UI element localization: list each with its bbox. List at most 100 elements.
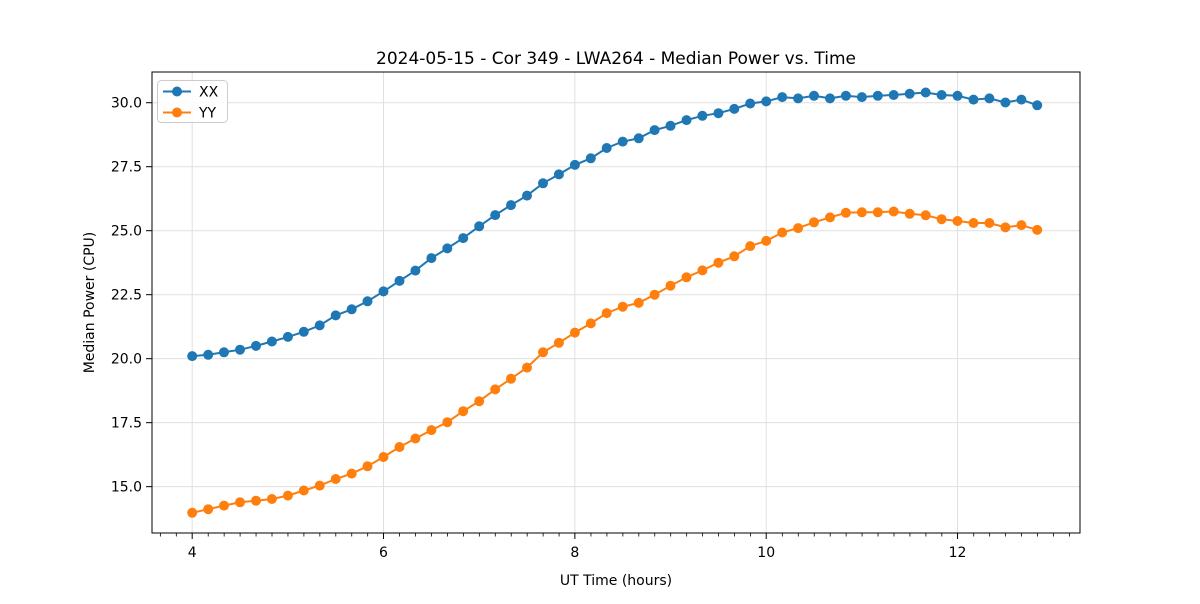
series-xx-point [490,210,501,221]
series-yy-line [191,210,1038,514]
series-yy-point [952,216,963,226]
series-yy-point [601,308,612,319]
series-yy-point [442,417,453,428]
y-tick-label: 20.0 [111,352,142,368]
tick-labels: 4 6 8 10 12 15.0 17.5 20.0 22.5 25.0 27.5 30.0 [111,96,967,561]
series-xx-point [856,92,867,103]
series-yy-point [856,207,867,218]
series-yy-point [825,212,835,223]
series-yy-point [553,337,564,348]
series-yy-point [920,210,931,221]
series-xx-point [538,178,548,189]
series-yy-point [569,327,580,338]
series-yy-point [761,235,772,246]
series-yy-point [729,251,740,262]
series-yy-point [522,362,532,373]
series-xx-point [522,190,532,201]
series-yy-point [458,406,469,417]
series-xx-point [506,200,516,211]
series-yy-point [617,301,628,312]
series-xx-point [266,336,277,347]
legend-label: YY [198,106,217,122]
series-yy-point [888,206,899,217]
series-xx-point [394,275,405,286]
series-yy-point [235,497,245,508]
legend: XX YY [157,80,228,123]
series-xx-point [872,90,883,101]
series-xx-point [346,304,357,315]
series-xx-point [665,120,676,131]
series-xx-point [793,93,804,104]
series-xx-point [378,286,389,297]
series-yy-point [1032,224,1043,235]
series-yy-point [346,468,357,479]
series-xx-point [553,169,564,180]
y-tick-label: 22.5 [111,288,142,304]
series-yy-point [968,218,979,228]
series-xx-point [426,253,437,264]
series-xx-point [410,265,421,276]
series-yy-point [266,494,277,504]
plot-border [151,71,1081,534]
series-xx-point [952,90,963,101]
series-yy-point [362,461,373,472]
series-yy-point [984,218,995,228]
series-yy-point [840,207,851,218]
series-yy-point [314,480,325,491]
series-yy-point [474,396,485,407]
series-yy-point [187,507,198,518]
series-xx-point [298,326,309,337]
series-yy-point [410,433,421,444]
series-yy-point [936,214,947,225]
series-yy-point [298,485,309,496]
y-tick-label: 17.5 [111,416,142,432]
series-yy-point [904,208,915,219]
x-tick-label: 8 [570,545,579,561]
data-series [187,87,1043,518]
series-yy-point [633,297,644,308]
series-yy-point [251,495,261,506]
series-yy-point [1016,220,1027,231]
series-xx-point [203,349,214,360]
series-yy-point [713,257,724,268]
series-yy-point [219,500,229,511]
grid-lines [152,72,1080,533]
series-xx-point [649,125,660,136]
series-xx-point [442,243,453,254]
series-xx-point [920,87,931,98]
series-xx-point [314,320,325,331]
chart-title: 2024-05-15 - Cor 349 - LWA264 - Median P… [376,49,856,69]
y-tick-label: 30.0 [111,96,142,112]
series-xx-point [1032,100,1043,111]
series-xx-point [840,90,851,101]
series-xx-line [192,91,1038,358]
series-xx-point [458,233,469,244]
series-xx-point [761,96,772,107]
legend-marker [172,107,182,118]
y-tick-label: 27.5 [111,160,142,176]
series-xx-point [251,340,261,351]
series-xx-point [601,143,612,153]
x-tick-label: 10 [757,545,775,561]
series-yy-point [793,223,804,234]
series-xx-point [713,108,724,119]
series-xx-point [697,110,708,121]
series-yy-point [745,241,756,252]
series-xx-point [585,153,596,164]
series-xx-point [777,92,788,103]
y-tick-label: 15.0 [111,480,142,496]
series-xx-point [474,221,485,232]
series-xx-point [569,159,580,170]
series-yy-point [1000,222,1011,233]
series-yy-point [585,318,596,329]
series-xx-point [681,115,692,126]
x-tick-label: 6 [379,545,388,561]
series-xx-point [219,347,229,358]
series-yy-point [490,384,501,395]
y-axis-label: Median Power (CPU) [82,232,98,374]
series-yy-point [330,474,341,484]
x-axis-label: UT Time (hours) [560,573,672,589]
legend-label: XX [199,85,219,101]
